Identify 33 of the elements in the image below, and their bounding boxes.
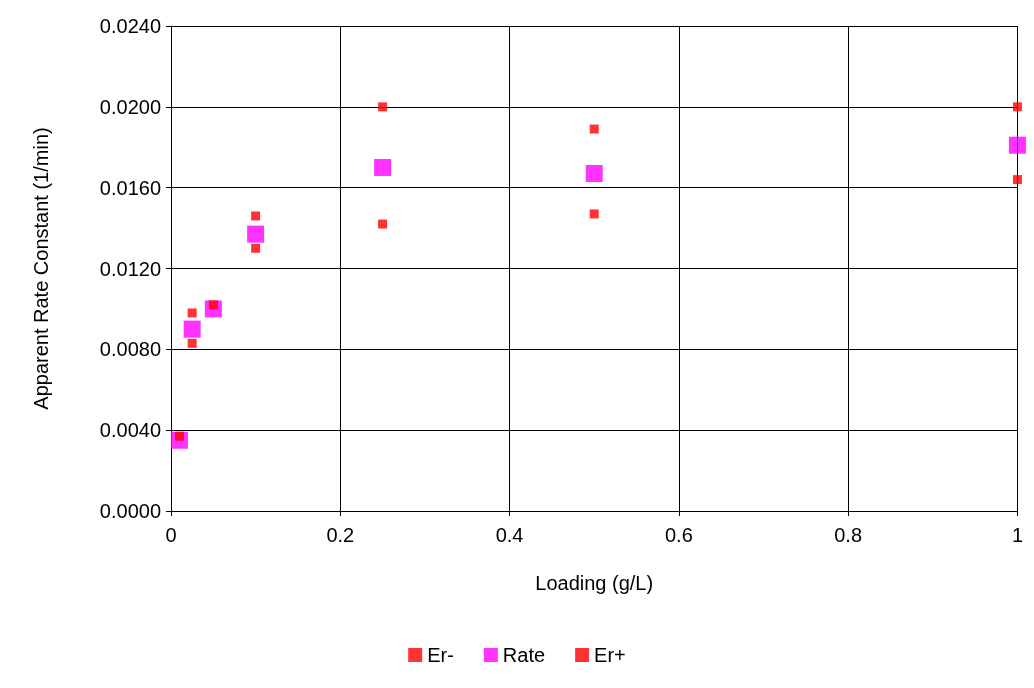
point bbox=[187, 308, 197, 318]
legend-label: Er- bbox=[427, 644, 454, 666]
x-tick-label: 0.6 bbox=[664, 524, 693, 546]
y-axis-title: Apparent Rate Constant (1/min) bbox=[30, 127, 52, 410]
y-tick-label: 0.0200 bbox=[99, 95, 161, 118]
point bbox=[1012, 102, 1022, 112]
point bbox=[589, 209, 599, 219]
point bbox=[1008, 136, 1026, 154]
y-tick-label: 0.0000 bbox=[99, 500, 161, 522]
x-tick-label: 0.4 bbox=[495, 524, 524, 546]
y-tick-label: 0.0040 bbox=[99, 419, 161, 442]
x-tick-label: 0.2 bbox=[326, 524, 355, 546]
point bbox=[1012, 175, 1022, 185]
point bbox=[183, 320, 201, 338]
x-tick-label: 1 bbox=[1011, 524, 1023, 546]
y-tick-label: 0.0120 bbox=[99, 257, 161, 280]
point bbox=[585, 165, 603, 183]
point bbox=[187, 338, 197, 348]
legend-label: Rate bbox=[502, 644, 546, 666]
legend-label: Er+ bbox=[594, 644, 626, 666]
point bbox=[251, 243, 261, 253]
x-axis-title: Loading (g/L) bbox=[535, 572, 654, 594]
y-tick-label: 0.0080 bbox=[99, 338, 161, 361]
point bbox=[378, 102, 388, 112]
y-tick-label: 0.0240 bbox=[99, 15, 161, 37]
y-tick-label: 0.0160 bbox=[99, 176, 161, 199]
x-tick-label: 0.8 bbox=[834, 524, 863, 546]
point bbox=[378, 219, 388, 229]
point bbox=[589, 124, 599, 134]
x-tick-label: 0 bbox=[165, 524, 177, 546]
point bbox=[374, 158, 392, 176]
point bbox=[247, 225, 265, 243]
point bbox=[251, 211, 261, 221]
